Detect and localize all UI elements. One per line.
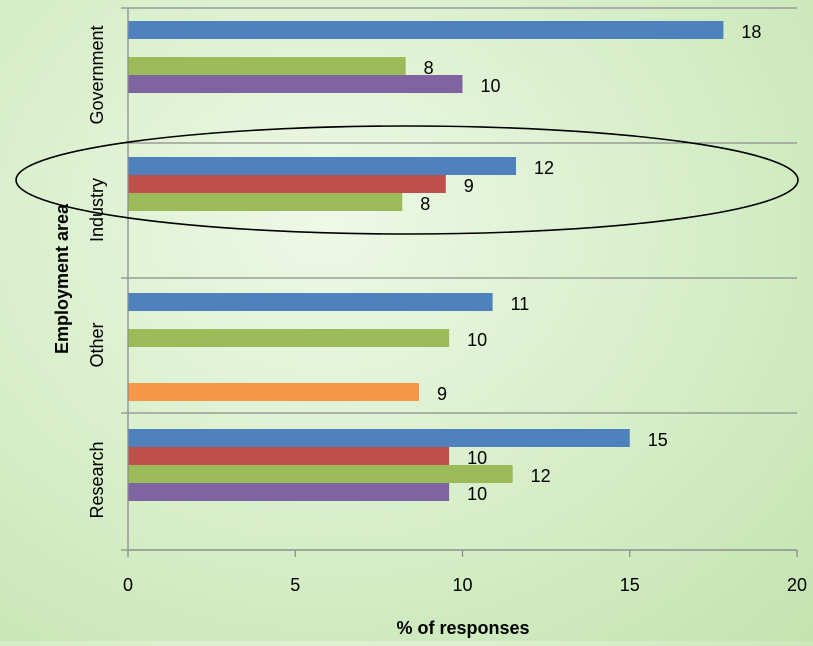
axes-layer (121, 7, 798, 557)
x-tick-label: 5 (290, 575, 300, 595)
data-label: 9 (437, 384, 447, 404)
bar-research-11 (128, 447, 450, 465)
data-label: 10 (467, 448, 487, 468)
bar-industry-5 (128, 175, 446, 193)
data-label: 10 (481, 76, 501, 96)
bar-other-7 (128, 293, 493, 311)
x-tick-label: 20 (787, 575, 807, 595)
data-label: 12 (531, 466, 551, 486)
bar-industry-6 (128, 193, 403, 211)
industry-highlight-ellipse (15, 125, 799, 235)
bar-government-2 (128, 57, 406, 75)
category-label-industry: Industry (87, 178, 107, 242)
bar-government-3 (128, 75, 463, 93)
category-label-research: Research (87, 441, 107, 518)
x-tick-label: 0 (123, 575, 133, 595)
bar-government-1 (128, 21, 724, 39)
x-tick-label: 10 (452, 575, 472, 595)
data-label: 8 (420, 194, 430, 214)
data-label: 10 (467, 330, 487, 350)
bar-other-8 (128, 329, 450, 347)
data-label: 11 (511, 294, 530, 314)
bar-industry-4 (128, 157, 517, 175)
bar-research-10 (128, 429, 630, 447)
category-label-government: Government (87, 25, 107, 124)
bars-layer (128, 21, 724, 501)
data-label: 9 (464, 176, 474, 196)
category-label-other: Other (87, 322, 107, 367)
x-tick-label: 15 (620, 575, 640, 595)
bar-other-9 (128, 383, 420, 401)
bar-research-12 (128, 465, 513, 483)
data-label: 18 (741, 22, 761, 42)
data-label: 8 (424, 58, 434, 78)
y-axis-title: Employment area (52, 203, 72, 354)
data-label: 10 (467, 484, 487, 504)
data-label: 15 (648, 430, 668, 450)
data-label: 12 (534, 158, 554, 178)
x-axis-title: % of responses (396, 618, 529, 638)
bar-research-13 (128, 483, 450, 501)
labels-layer: 18 8 10 12 9 8 11 10 9 15 10 12 10 0 5 10 15 20 Government… (87, 22, 807, 595)
